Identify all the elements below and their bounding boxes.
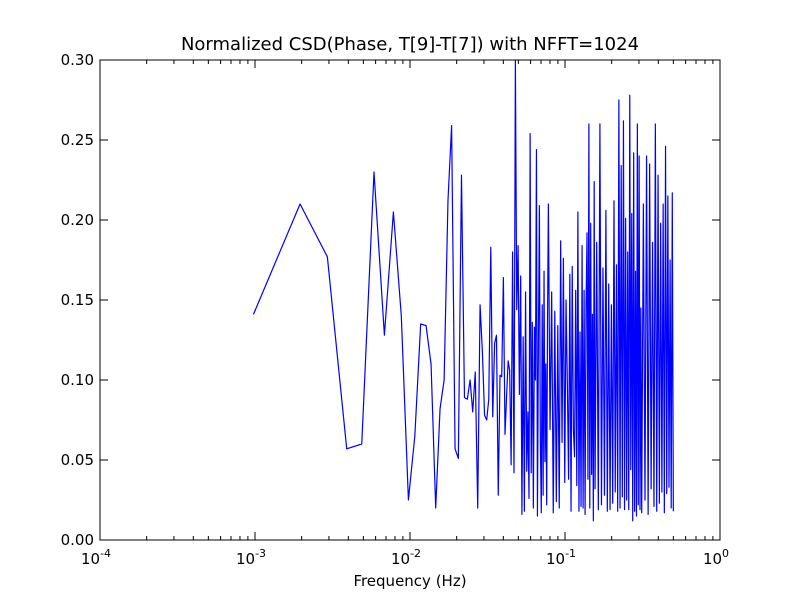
y-tick-label: 0.00 (61, 531, 94, 549)
x-tick-label-exponent: -4 (100, 547, 111, 560)
y-tick-label: 0.10 (61, 371, 94, 389)
series-line-0 (252, 60, 674, 522)
x-tick-label: 10-4 (81, 547, 111, 568)
x-tick-label-exponent: 0 (722, 547, 729, 560)
x-tick-label-base: 10 (391, 550, 410, 568)
x-tick-label-exponent: -2 (410, 547, 421, 560)
y-tick-label: 0.25 (61, 131, 94, 149)
y-tick-label: 0.15 (61, 291, 94, 309)
x-tick-label-exponent: -1 (565, 547, 576, 560)
x-tick-label-exponent: -3 (255, 547, 266, 560)
tick-layer: 10-4 10-3 10-2 10-1 1000.000.050.100.150.200… (61, 51, 729, 568)
y-tick-label: 0.30 (61, 51, 94, 69)
x-tick-label: 10-1 (546, 547, 576, 568)
x-tick-label: 100 (703, 547, 729, 568)
x-tick-label-base: 10 (236, 550, 255, 568)
series-layer (252, 60, 674, 522)
x-axis-label: Frequency (Hz) (353, 572, 467, 590)
x-tick-label-base: 10 (81, 550, 100, 568)
x-tick-label: 10-3 (236, 547, 266, 568)
x-tick-label-base: 10 (546, 550, 565, 568)
chart-title: Normalized CSD(Phase, T[9]-T[7]) with NF… (180, 34, 640, 55)
x-tick-label: 10-2 (391, 547, 421, 568)
y-tick-label: 0.20 (61, 211, 94, 229)
x-tick-label-base: 10 (703, 550, 722, 568)
y-tick-label: 0.05 (61, 451, 94, 469)
